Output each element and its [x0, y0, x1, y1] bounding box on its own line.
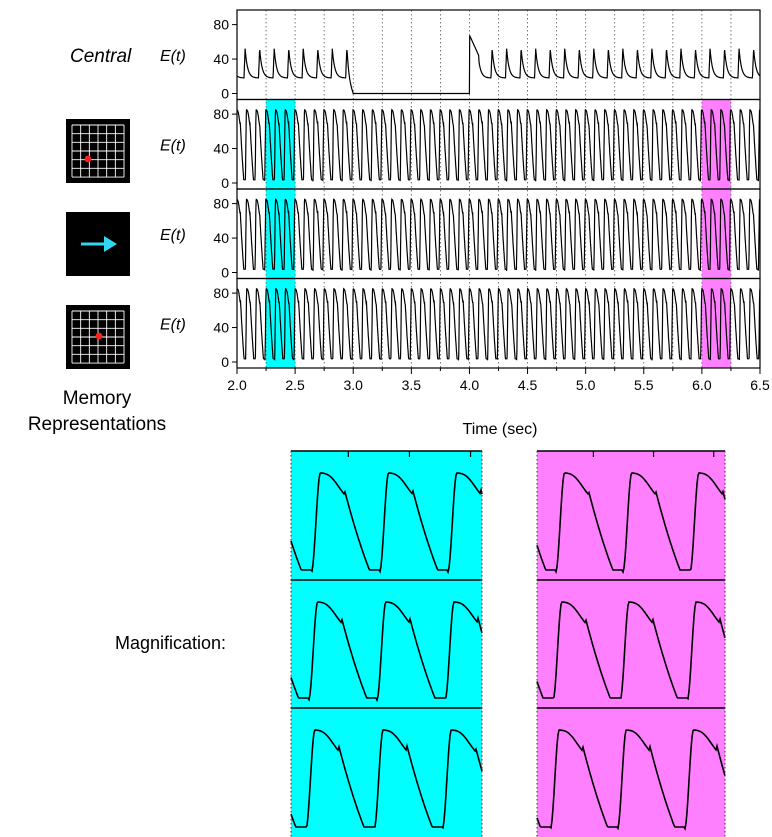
inset-trace: [536, 472, 726, 575]
memory-label-line2: Representations: [28, 414, 166, 435]
magnification-inset-2: [536, 450, 726, 837]
grid-dot-icon: [66, 305, 130, 369]
trace-central: [236, 35, 761, 95]
x-tick-label: 6.5: [750, 377, 770, 393]
x-tick-label: 3.0: [343, 377, 363, 393]
x-tick-label: 5.0: [576, 377, 596, 393]
inset-background: [537, 451, 725, 837]
highlight-windows: [266, 99, 731, 368]
y-tick-label: 80: [213, 285, 229, 301]
inset-trace: [290, 729, 483, 830]
y-tick-label: 40: [213, 51, 229, 67]
trace-memory-3: [236, 287, 761, 361]
dot: [84, 155, 92, 163]
trace-memory-1: [236, 108, 761, 182]
grid-dot-icon: [66, 119, 130, 183]
magnification-inset-1: [290, 450, 483, 837]
y-axis-label: E(t): [160, 137, 186, 154]
memory-label-line1: Memory: [63, 388, 132, 409]
y-tick-label: 80: [213, 106, 229, 122]
memory-icons: [66, 119, 130, 369]
x-tick-label: 3.5: [402, 377, 422, 393]
x-tick-label: 2.5: [285, 377, 305, 393]
y-tick-label: 40: [213, 230, 229, 246]
y-axis-label: E(t): [160, 48, 186, 65]
x-tick-label: 6.0: [692, 377, 712, 393]
y-tick-label: 40: [213, 320, 229, 336]
y-axis-label: E(t): [160, 227, 186, 244]
y-tick-label: 0: [221, 354, 229, 370]
y-tick-label: 0: [221, 265, 229, 281]
y-tick-label: 80: [213, 17, 229, 33]
y-tick-label: 0: [221, 175, 229, 191]
y-axes: 0 40 80 E(t) 0 40 80 E(t) 0 40 80 E(t) 0 40 80 E(t): [160, 17, 237, 370]
inset-trace: [536, 601, 726, 701]
x-axis: 2.0 2.5 3.0 3.5 4.0 4.5 5.0 5.5 6.0 6.5: [227, 368, 770, 393]
x-tick-label: 4.0: [460, 377, 480, 393]
inset-trace: [290, 472, 483, 575]
y-tick-label: 40: [213, 141, 229, 157]
x-tick-label: 5.5: [634, 377, 654, 393]
central-label: Central: [70, 46, 132, 67]
x-tick-label: 2.0: [227, 377, 247, 393]
x-tick-label: 4.5: [518, 377, 538, 393]
y-axis-label: E(t): [160, 316, 186, 333]
trace-memory-2: [236, 197, 761, 272]
y-tick-label: 80: [213, 196, 229, 212]
inset-trace: [290, 601, 483, 703]
magnification-insets: [290, 450, 726, 837]
arrow-right-icon: [66, 212, 130, 276]
x-axis-label: Time (sec): [463, 421, 538, 438]
inset-trace: [536, 729, 726, 831]
traces: [236, 35, 761, 361]
y-tick-label: 0: [221, 86, 229, 102]
dot: [95, 332, 103, 340]
magnification-label: Magnification:: [115, 633, 226, 653]
